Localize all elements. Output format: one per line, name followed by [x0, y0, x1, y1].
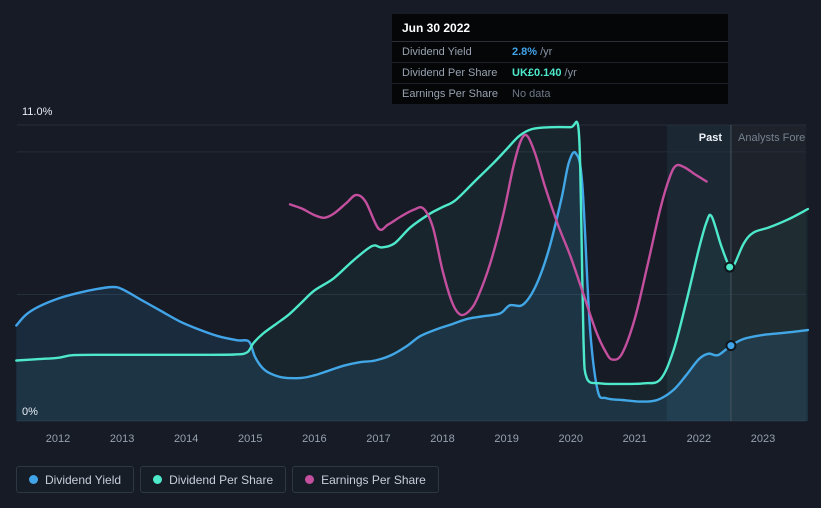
earnings-per-share-line [288, 133, 708, 361]
earnings-per-share-dot-icon [305, 475, 315, 484]
tooltip-row-dividend-yield: Dividend Yield 2.8% /yr [392, 42, 728, 63]
tooltip-row-dividend-per-share: Dividend Per Share UK£0.140 /yr [392, 63, 728, 84]
forecast-region-label: Analysts Fore [738, 132, 806, 144]
x-tick-label: 2019 [494, 433, 518, 445]
legend-label: Earnings Per Share [321, 472, 426, 487]
tooltip-value: UK£0.140 [512, 67, 562, 79]
tooltip-date: Jun 30 2022 [392, 14, 728, 42]
dividend-per-share-dot-icon [153, 475, 163, 484]
tooltip-label: Dividend Per Share [402, 67, 498, 79]
tooltip-value: 2.8% [512, 46, 538, 58]
tooltip-row-earnings-per-share: Earnings Per Share No data [392, 84, 728, 104]
chart-tooltip: Jun 30 2022 Dividend Yield 2.8% /yr Divi… [392, 14, 728, 104]
tooltip-value: No data [512, 88, 551, 100]
y-axis-bottom-label: 0% [22, 406, 38, 418]
dividend-per-share-line [15, 120, 810, 386]
legend-label: Dividend Per Share [169, 472, 274, 487]
past-region-band [666, 125, 731, 421]
x-tick-label: 2016 [302, 433, 326, 445]
x-tick-label: 2020 [558, 433, 582, 445]
legend-item-earnings-per-share[interactable]: Earnings Per Share [292, 466, 439, 493]
x-tick-label: 2022 [687, 433, 711, 445]
dividend-yield-marker[interactable] [725, 340, 737, 352]
x-tick-label: 2012 [46, 433, 70, 445]
x-tick-label: 2021 [623, 433, 647, 445]
x-tick-label: 2023 [751, 433, 775, 445]
chart-svg[interactable]: 2012 2013 2014 2015 2016 2017 2018 2019 2020 2021… [0, 0, 821, 455]
x-tick-label: 2017 [366, 433, 390, 445]
tooltip-label: Earnings Per Share [402, 88, 498, 100]
dividend-yield-line [15, 150, 810, 403]
chart-legend: Dividend Yield Dividend Per Share Earnin… [16, 466, 439, 493]
legend-label: Dividend Yield [45, 472, 122, 487]
tooltip-label: Dividend Yield [402, 46, 472, 58]
x-tick-label: 2013 [110, 433, 134, 445]
tooltip-value-suffix: /yr [564, 67, 577, 79]
y-axis-top-label: 11.0% [22, 106, 53, 118]
dividend-per-share-marker[interactable] [724, 261, 736, 273]
tooltip-value-suffix: /yr [540, 46, 553, 58]
x-tick-label: 2018 [430, 433, 454, 445]
legend-item-dividend-yield[interactable]: Dividend Yield [16, 466, 135, 493]
legend-item-dividend-per-share[interactable]: Dividend Per Share [140, 466, 287, 493]
dividend-per-share-area [16, 121, 808, 422]
x-tick-label: 2014 [174, 433, 198, 445]
past-region-label: Past [698, 132, 722, 144]
x-tick-label: 2015 [238, 433, 262, 445]
dividend-yield-dot-icon [29, 475, 38, 484]
